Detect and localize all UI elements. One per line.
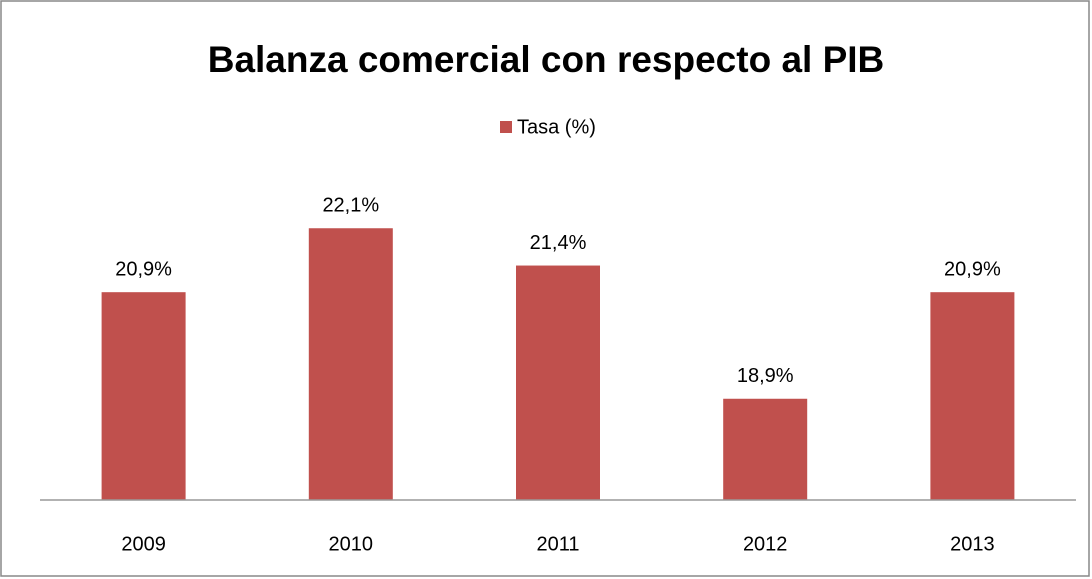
x-tick-label: 2011 xyxy=(536,533,579,555)
x-tick-label: 2013 xyxy=(950,533,995,555)
bar xyxy=(101,292,186,500)
data-label: 22,1% xyxy=(322,195,379,217)
legend-swatch xyxy=(500,121,512,133)
data-label: 20,9% xyxy=(115,258,172,280)
x-tick-label: 2012 xyxy=(743,533,788,555)
bar xyxy=(930,292,1015,500)
bar xyxy=(516,265,600,500)
bar xyxy=(723,398,808,500)
data-label: 18,9% xyxy=(737,365,794,387)
bar xyxy=(308,228,393,500)
chart-title: Balanza comercial con respecto al PIB xyxy=(208,39,885,80)
data-label: 20,9% xyxy=(944,258,1001,280)
x-tick-label: 2009 xyxy=(121,533,166,555)
legend-label: Tasa (%) xyxy=(517,116,596,138)
data-label: 21,4% xyxy=(530,232,587,254)
x-tick-label: 2010 xyxy=(329,533,374,555)
